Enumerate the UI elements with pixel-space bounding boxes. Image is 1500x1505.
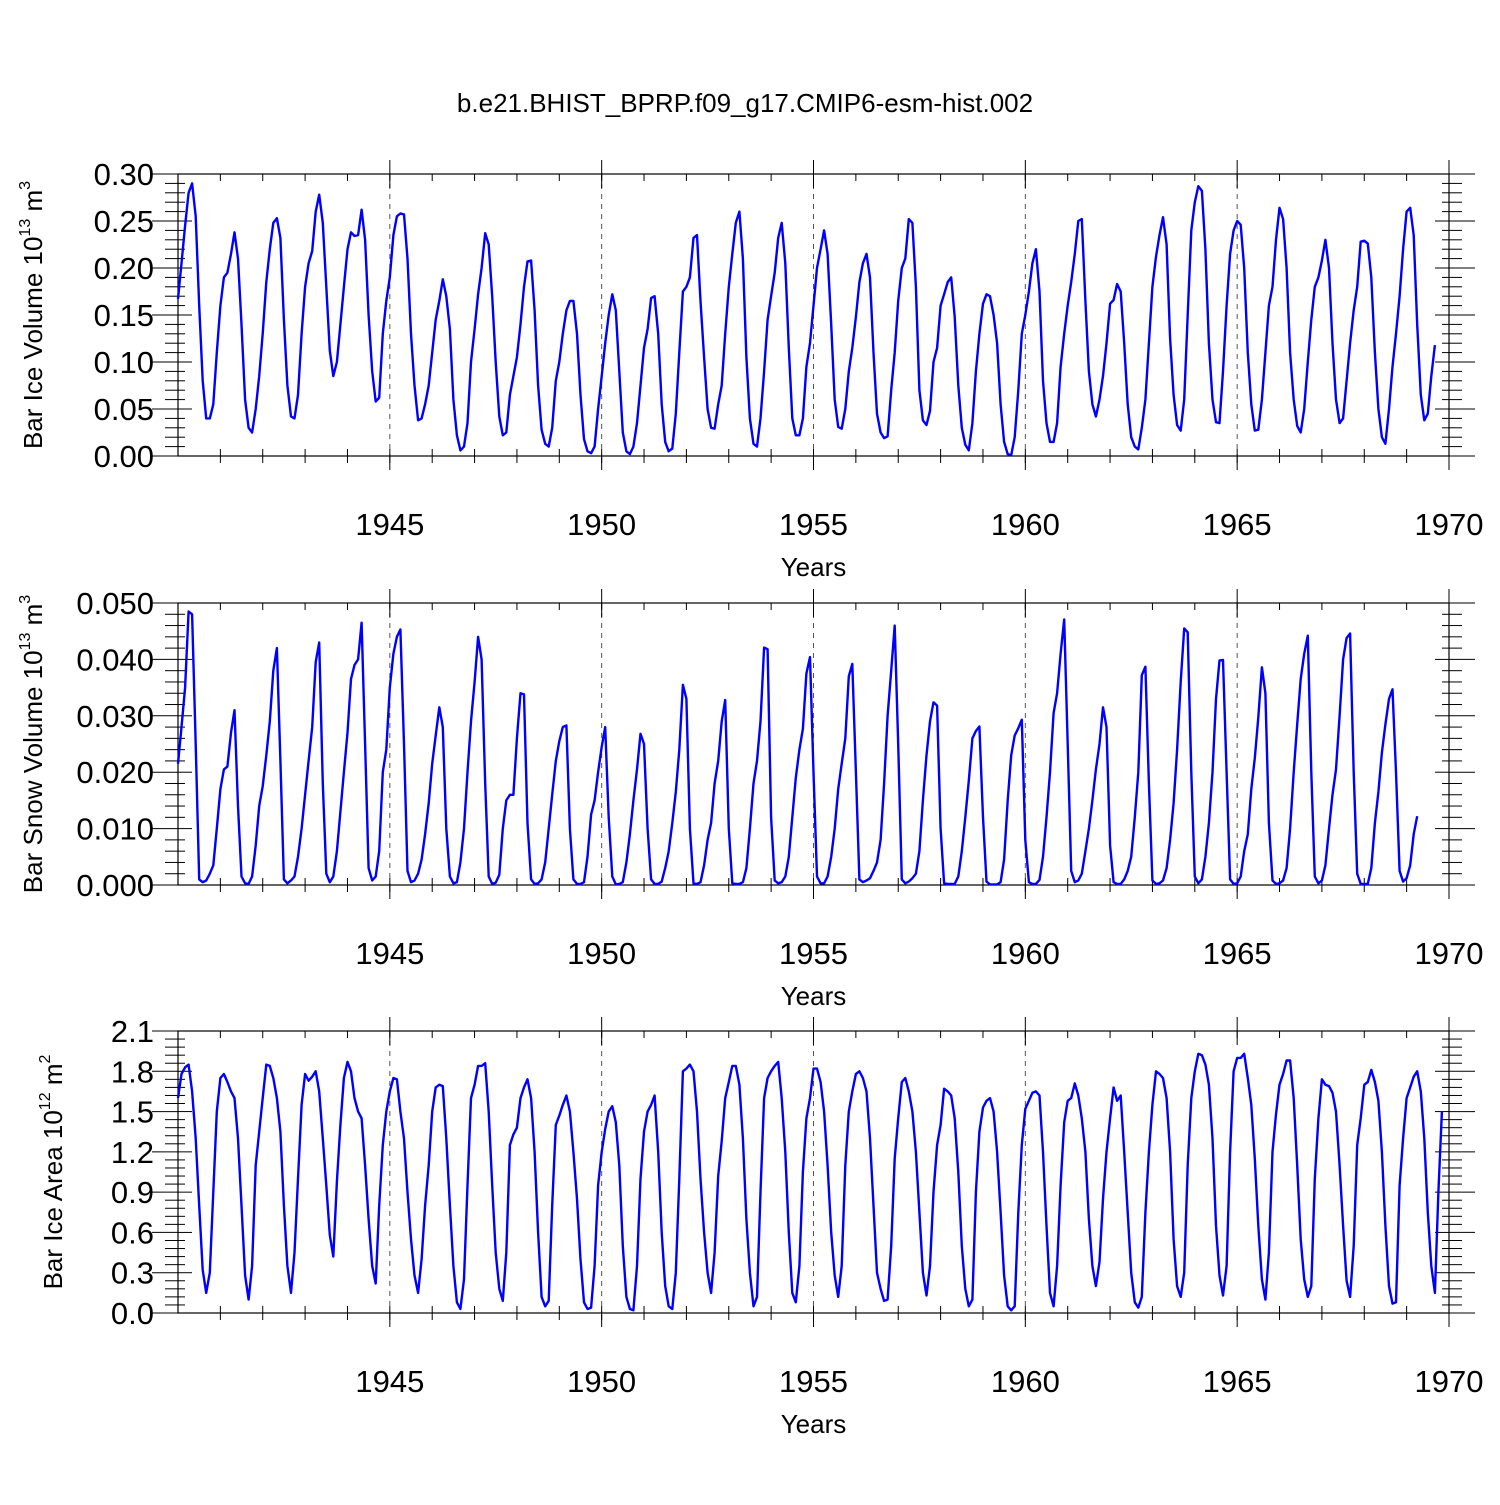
y-tick-label: 0.3 <box>111 1256 154 1291</box>
y-tick-label: 2.1 <box>111 1014 154 1049</box>
y-tick-label: 0.05 <box>94 392 154 427</box>
y-axis-label: Bar Snow Volume 1013 m3 <box>17 595 48 894</box>
y-tick-label: 0.030 <box>76 699 154 734</box>
series-line-ice-volume <box>176 182 1437 457</box>
x-axis-label: Years <box>781 981 847 1011</box>
x-tick-label: 1960 <box>991 507 1060 542</box>
x-tick-label: 1945 <box>355 507 424 542</box>
y-tick-label: 0.9 <box>111 1175 154 1210</box>
y-tick-label: 1.2 <box>111 1135 154 1170</box>
x-tick-label: 1950 <box>567 1364 636 1399</box>
y-tick-label: 0.10 <box>94 345 154 380</box>
series-line-ice-area <box>176 1052 1444 1312</box>
x-tick-label: 1960 <box>991 936 1060 971</box>
y-tick-label: 0.000 <box>76 868 154 903</box>
y-tick-label: 0.25 <box>94 204 154 239</box>
y-axis-label: Bar Ice Volume 1013 m3 <box>17 181 48 449</box>
y-tick-label: 0.020 <box>76 755 154 790</box>
y-tick-label: 0.0 <box>111 1296 154 1331</box>
y-tick-label: 0.30 <box>94 157 154 192</box>
panel-snow-volume: 1945 1950 1955 1960 1965 1970 Years 0.000 0.010 0… <box>17 586 1483 1011</box>
x-tick-label: 1970 <box>1415 1364 1484 1399</box>
x-tick-label: 1955 <box>779 936 848 971</box>
x-tick-label: 1970 <box>1415 936 1484 971</box>
series-line-snow-volume <box>176 610 1419 886</box>
y-tick-label: 0.00 <box>94 439 154 474</box>
x-tick-label: 1950 <box>567 936 636 971</box>
x-axis-label: Years <box>781 1409 847 1439</box>
x-tick-label: 1955 <box>779 1364 848 1399</box>
y-tick-label: 0.040 <box>76 642 154 677</box>
x-axis-label: Years <box>781 552 847 582</box>
y-tick-label: 1.8 <box>111 1054 154 1089</box>
x-tick-label: 1955 <box>779 507 848 542</box>
y-tick-label: 0.20 <box>94 251 154 286</box>
x-tick-label: 1945 <box>355 1364 424 1399</box>
x-tick-label: 1970 <box>1415 507 1484 542</box>
x-tick-label: 1960 <box>991 1364 1060 1399</box>
x-tick-label: 1965 <box>1203 1364 1272 1399</box>
x-tick-label: 1965 <box>1203 936 1272 971</box>
y-tick-label: 0.15 <box>94 298 154 333</box>
x-tick-label: 1945 <box>355 936 424 971</box>
y-tick-label: 0.010 <box>76 812 154 847</box>
y-tick-label: 1.5 <box>111 1095 154 1130</box>
y-axis-label: Bar Ice Area 1012 m2 <box>37 1054 68 1289</box>
panel-ice-volume: 1945 1950 1955 1960 1965 1970 Years 0.00 0.05 0.1… <box>17 157 1483 582</box>
panel-ice-area: 1945 1950 1955 1960 1965 1970 Years 0.0 0.3 0.6 0.… <box>37 1014 1483 1439</box>
x-tick-label: 1950 <box>567 507 636 542</box>
y-tick-label: 0.6 <box>111 1215 154 1250</box>
x-tick-label: 1965 <box>1203 507 1272 542</box>
chart-title: b.e21.BHIST_BPRP.f09_g17.CMIP6-esm-hist.… <box>457 88 1033 118</box>
y-tick-label: 0.050 <box>76 586 154 621</box>
